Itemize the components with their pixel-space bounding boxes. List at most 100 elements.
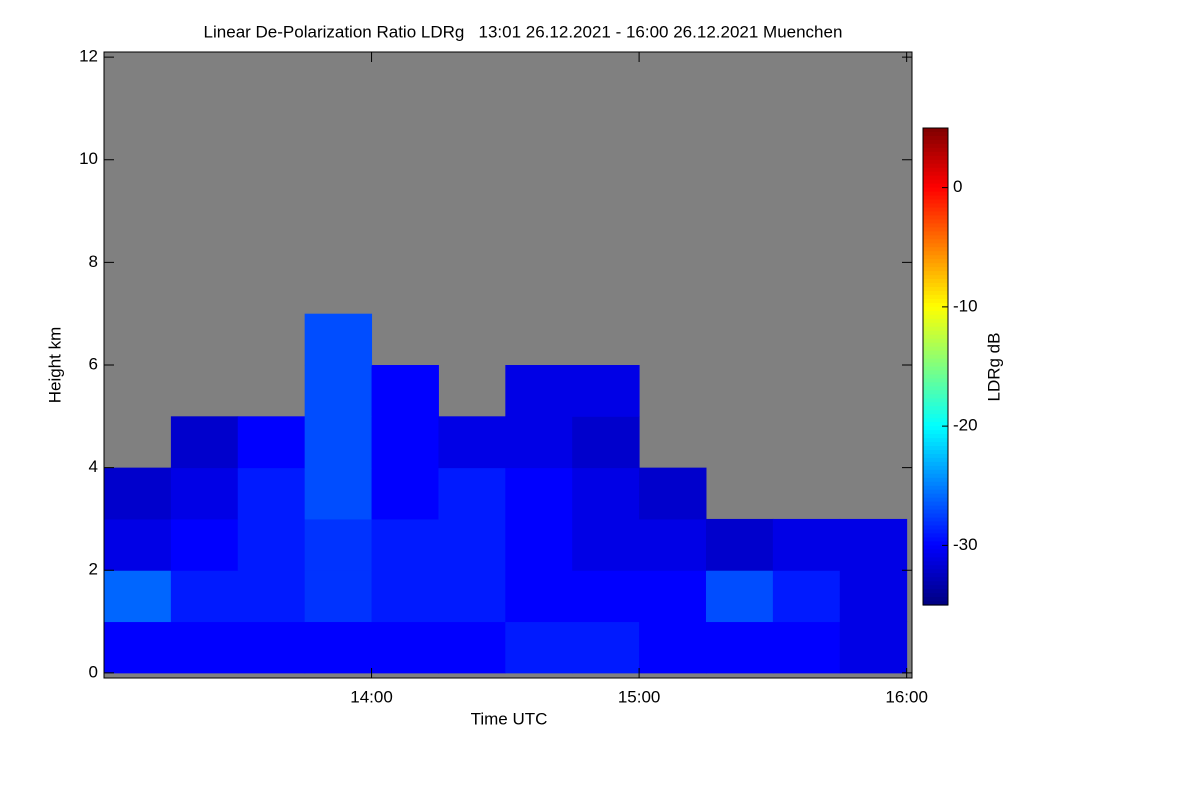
colorbar-segment bbox=[923, 155, 948, 161]
heatmap-cell bbox=[705, 518, 774, 571]
colorbar-segment bbox=[923, 159, 948, 165]
colorbar-segment bbox=[923, 553, 948, 558]
colorbar-segment bbox=[923, 374, 948, 380]
y-tick-label: 0 bbox=[89, 662, 98, 681]
colorbar-segment bbox=[923, 497, 948, 503]
colorbar-segment bbox=[923, 422, 948, 427]
heatmap-cell bbox=[371, 518, 439, 571]
heatmap-cell bbox=[572, 570, 640, 623]
colorbar-segment bbox=[923, 565, 948, 570]
colorbar-segment bbox=[923, 581, 948, 586]
heatmap-cell bbox=[505, 467, 573, 520]
colorbar-segment bbox=[923, 263, 948, 268]
colorbar-segment bbox=[923, 247, 948, 252]
colorbar-segment bbox=[923, 298, 948, 304]
y-tick-label: 4 bbox=[89, 457, 98, 476]
colorbar-segment bbox=[923, 489, 948, 495]
colorbar-segment bbox=[923, 147, 948, 153]
colorbar-segment bbox=[923, 525, 948, 531]
colorbar-segment bbox=[923, 275, 948, 280]
heatmap-cell bbox=[237, 621, 306, 674]
heatmap-cell bbox=[438, 467, 506, 520]
heatmap-cell bbox=[170, 416, 239, 469]
colorbar-segment bbox=[923, 175, 948, 181]
colorbar-segment bbox=[923, 199, 948, 205]
colorbar-segment bbox=[923, 561, 948, 566]
colorbar-tick-label: 0 bbox=[953, 177, 962, 196]
colorbar-segment bbox=[923, 318, 948, 324]
colorbar-segment bbox=[923, 473, 948, 479]
heatmap-cell bbox=[572, 518, 640, 571]
colorbar-segment bbox=[923, 370, 948, 376]
colorbar-segment bbox=[923, 549, 948, 554]
heatmap-cell bbox=[104, 467, 172, 520]
colorbar-segment bbox=[923, 418, 948, 423]
colorbar-segment bbox=[923, 589, 948, 594]
y-tick-label: 2 bbox=[89, 560, 98, 579]
colorbar-tick-label: -30 bbox=[953, 535, 978, 554]
heatmap-cell bbox=[371, 416, 439, 469]
colorbar-segment bbox=[923, 259, 948, 264]
colorbar-segment bbox=[923, 597, 948, 602]
colorbar-segment bbox=[923, 326, 948, 332]
colorbar-segment bbox=[923, 310, 948, 316]
colorbar-segment bbox=[923, 505, 948, 511]
x-axis-label: Time UTC bbox=[471, 709, 548, 728]
colorbar-frame bbox=[922, 127, 949, 606]
heatmap-cell bbox=[438, 518, 506, 571]
colorbar-segment bbox=[923, 235, 948, 240]
heatmap-cell bbox=[237, 570, 306, 623]
heatmap-cell bbox=[772, 621, 841, 674]
heatmap-cell bbox=[839, 518, 908, 571]
colorbar-segment bbox=[923, 398, 948, 403]
heatmap-cell bbox=[572, 467, 640, 520]
colorbar-segment bbox=[923, 394, 948, 399]
colorbar-segment bbox=[923, 438, 948, 443]
heatmap-cell bbox=[104, 570, 172, 623]
colorbar-segment bbox=[923, 302, 948, 308]
colorbar-segment bbox=[923, 449, 948, 455]
colorbar-segment bbox=[923, 219, 948, 224]
colorbar-segment bbox=[923, 314, 948, 320]
colorbar-segment bbox=[923, 143, 948, 149]
colorbar-segment bbox=[923, 135, 948, 141]
colorbar-segment bbox=[923, 151, 948, 157]
heatmap-cell bbox=[772, 518, 841, 571]
colorbar-segment bbox=[923, 163, 948, 169]
colorbar-segment bbox=[923, 366, 948, 372]
colorbar-segment bbox=[923, 573, 948, 578]
colorbar-segment bbox=[923, 334, 948, 340]
colorbar-segment bbox=[923, 390, 948, 395]
colorbar-segment bbox=[923, 378, 948, 383]
heatmap-cell bbox=[572, 416, 640, 469]
colorbar-segment bbox=[923, 294, 948, 300]
heatmap-cell bbox=[304, 467, 373, 520]
y-tick-label: 12 bbox=[79, 47, 98, 66]
heatmap-cell bbox=[304, 570, 373, 623]
heatmap-cell bbox=[639, 518, 707, 571]
colorbar-segment bbox=[923, 386, 948, 391]
colorbar-segment bbox=[923, 513, 948, 519]
y-tick-label: 8 bbox=[89, 252, 98, 271]
colorbar-segment bbox=[923, 322, 948, 328]
heatmap-cell bbox=[438, 570, 506, 623]
heatmap-cell bbox=[505, 621, 573, 674]
colorbar-segment bbox=[923, 509, 948, 515]
colorbar-segment bbox=[923, 211, 948, 217]
colorbar-segment bbox=[923, 267, 948, 272]
heatmap-cell bbox=[371, 570, 439, 623]
colorbar-segment bbox=[923, 362, 948, 368]
colorbar-segment bbox=[923, 541, 948, 546]
colorbar-segment bbox=[923, 485, 948, 491]
colorbar-tick-label: -10 bbox=[953, 296, 978, 315]
heatmap-cell bbox=[438, 621, 506, 674]
colorbar-segment bbox=[923, 354, 948, 360]
colorbar-segment bbox=[923, 569, 948, 574]
heatmap-cell bbox=[705, 570, 774, 623]
colorbar-segment bbox=[923, 426, 948, 431]
colorbar-segment bbox=[923, 601, 948, 606]
colorbar-segment bbox=[923, 402, 948, 407]
heatmap-cell bbox=[839, 570, 908, 623]
colorbar-segment bbox=[923, 446, 948, 451]
